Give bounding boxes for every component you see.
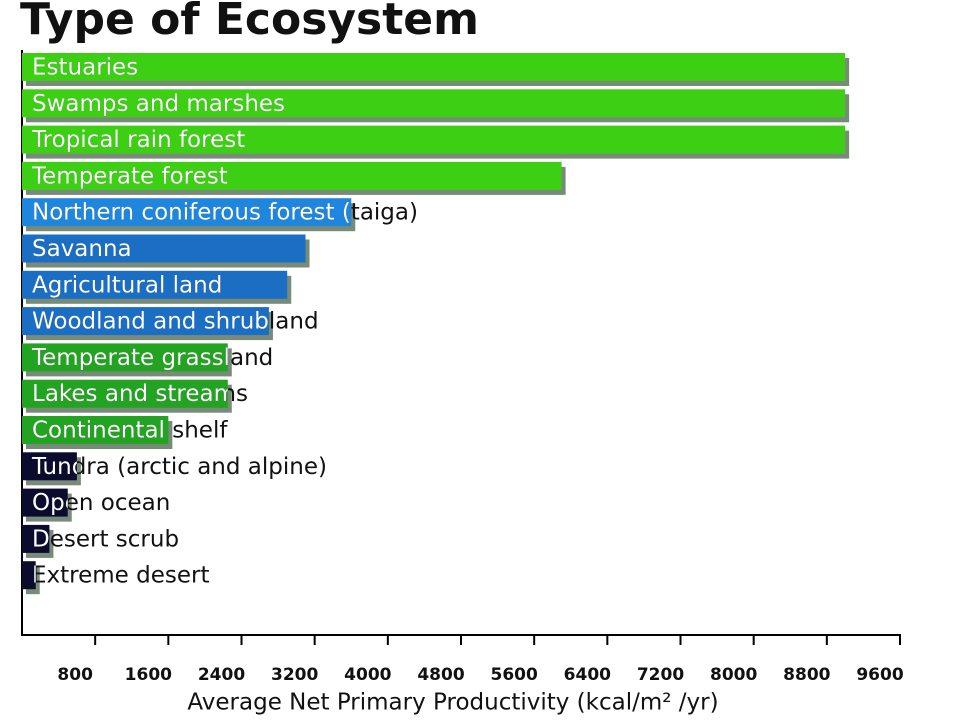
x-tick-label: 1600 <box>125 665 172 685</box>
category-label-inner: Open ocean <box>32 490 170 516</box>
bar <box>22 89 846 118</box>
bar <box>22 524 50 553</box>
category-label: Open ocean <box>32 490 170 516</box>
bar <box>22 561 36 590</box>
x-tick-label: 2400 <box>198 665 245 685</box>
category-label: Continental shelf <box>32 418 228 444</box>
bar <box>22 234 306 263</box>
x-tick-label: 5600 <box>491 665 538 685</box>
category-label: Estuaries <box>32 55 138 81</box>
category-label-inner: Lakes and streams <box>32 381 248 407</box>
bar <box>22 125 846 154</box>
bar <box>22 452 77 481</box>
category-label-inner: Woodland and shrubland <box>32 309 319 335</box>
category-label-inner: Tropical rain forest <box>31 127 245 153</box>
category-label-inner: Extreme desert <box>32 563 210 589</box>
category-label: Northern coniferous forest (taiga) <box>32 200 418 226</box>
category-label-inner: Agricultural land <box>32 272 222 298</box>
x-axis-label: Average Net Primary Productivity (kcal/m… <box>187 690 718 716</box>
bar <box>22 343 228 372</box>
bar <box>22 307 269 336</box>
category-label-inner: Swamps and marshes <box>32 91 285 117</box>
bar <box>22 379 228 408</box>
bar <box>22 488 68 517</box>
bar <box>22 53 846 81</box>
category-label: Temperate forest <box>31 163 228 189</box>
category-label-inner: Continental shelf <box>32 418 228 444</box>
category-label-inner: Temperate grassland <box>31 345 273 371</box>
bar <box>22 198 352 227</box>
category-label-inner: Temperate forest <box>31 163 228 189</box>
x-tick-label: 800 <box>57 665 93 685</box>
bar <box>22 416 169 444</box>
x-tick-label: 7200 <box>637 665 684 685</box>
x-tick-label: 8800 <box>783 665 830 685</box>
x-tick-label: 4800 <box>417 665 464 685</box>
category-label: Woodland and shrubland <box>32 309 319 335</box>
category-label: Tundra (arctic and alpine) <box>31 454 327 480</box>
category-label: Temperate grassland <box>31 345 273 371</box>
category-label-inner: Tundra (arctic and alpine) <box>31 454 327 480</box>
x-tick-label: 3200 <box>271 665 318 685</box>
category-label: Desert scrub <box>32 526 179 552</box>
category-label-inner: Northern coniferous forest (taiga) <box>32 200 418 226</box>
category-label-inner: Savanna <box>32 236 132 262</box>
x-tick-label: 8000 <box>710 665 757 685</box>
category-label: Agricultural land <box>32 272 222 298</box>
category-label: Lakes and streams <box>32 381 248 407</box>
bar <box>22 270 288 299</box>
category-label: Extreme desert <box>32 563 210 589</box>
x-tick-label: 9600 <box>856 665 903 685</box>
chart-title: Type of Ecosystem <box>20 0 479 45</box>
category-label: Tropical rain forest <box>31 127 245 153</box>
bar <box>22 161 562 190</box>
category-label: Savanna <box>32 236 132 262</box>
category-label-inner: Desert scrub <box>32 526 179 552</box>
x-tick-label: 4000 <box>344 665 391 685</box>
category-label: Swamps and marshes <box>32 91 285 117</box>
category-label-inner: Estuaries <box>32 55 138 81</box>
x-tick-label: 6400 <box>564 665 611 685</box>
